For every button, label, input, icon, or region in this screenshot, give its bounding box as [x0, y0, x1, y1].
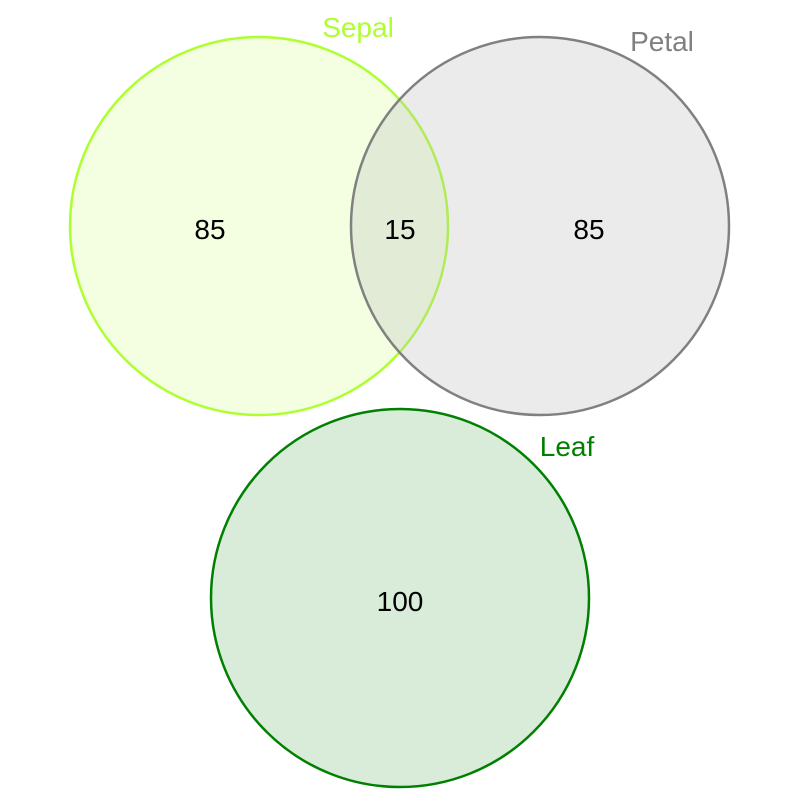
- sepal-label: Sepal: [322, 12, 394, 43]
- leaf-only-count: 100: [377, 586, 424, 617]
- petal-circle: [349, 35, 731, 417]
- petal-label: Petal: [630, 26, 694, 57]
- sepal-petal-overlap-count: 15: [384, 214, 415, 245]
- leaf-label: Leaf: [540, 431, 595, 462]
- petal-only-count: 85: [573, 214, 604, 245]
- leaf-circle: [209, 407, 591, 789]
- sepal-only-count: 85: [194, 214, 225, 245]
- sepal-circle: [68, 35, 450, 417]
